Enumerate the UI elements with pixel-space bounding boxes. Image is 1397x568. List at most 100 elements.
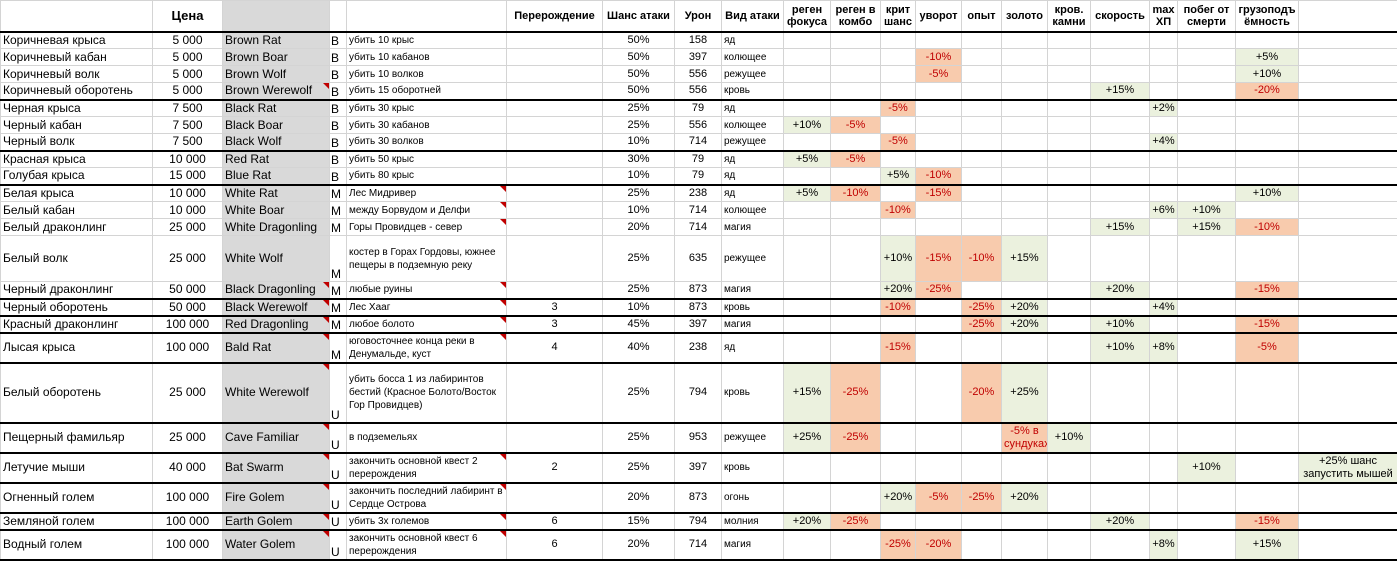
focus-regen-cell[interactable]: [783, 98, 831, 117]
extra-cell[interactable]: [1298, 98, 1397, 117]
attack-chance-cell[interactable]: 15%: [602, 511, 675, 530]
combo-regen-cell[interactable]: [830, 481, 881, 513]
rebirth-cell[interactable]: [506, 218, 603, 236]
english-name-cell[interactable]: White Wolf: [222, 235, 330, 282]
max-hp-cell[interactable]: [1149, 481, 1178, 513]
extra-cell[interactable]: [1298, 511, 1397, 530]
name-cell[interactable]: Огненный голем: [0, 481, 153, 513]
name-cell[interactable]: Черный драконлинг: [0, 281, 153, 299]
attack-chance-cell[interactable]: 50%: [602, 82, 675, 100]
dodge-cell[interactable]: [915, 314, 962, 333]
death-escape-cell[interactable]: [1177, 133, 1236, 151]
experience-cell[interactable]: [961, 149, 1002, 168]
max-hp-cell[interactable]: [1149, 116, 1178, 134]
combo-regen-cell[interactable]: [830, 65, 881, 83]
name-cell[interactable]: Коричневый волк: [0, 65, 153, 83]
english-name-cell[interactable]: Bat Swarm: [222, 451, 330, 483]
speed-cell[interactable]: +10%: [1090, 331, 1150, 363]
rarity-cell[interactable]: M: [329, 201, 347, 219]
damage-cell[interactable]: 397: [674, 48, 722, 66]
attack-chance-cell[interactable]: 10%: [602, 201, 675, 219]
attack-chance-cell[interactable]: 40%: [602, 331, 675, 363]
capacity-cell[interactable]: -10%: [1235, 218, 1299, 236]
speed-cell[interactable]: [1090, 98, 1150, 117]
blood-stones-cell[interactable]: [1047, 98, 1091, 117]
price-cell[interactable]: 50 000: [152, 281, 223, 299]
death-escape-cell[interactable]: [1177, 65, 1236, 83]
gold-cell[interactable]: [1001, 133, 1048, 151]
death-escape-cell[interactable]: [1177, 98, 1236, 117]
english-name-cell[interactable]: Brown Rat: [222, 31, 330, 49]
price-cell[interactable]: 25 000: [152, 421, 223, 453]
gold-cell[interactable]: +20%: [1001, 314, 1048, 333]
attack-chance-cell[interactable]: 10%: [602, 167, 675, 185]
name-cell[interactable]: Красная крыса: [0, 149, 153, 168]
dodge-cell[interactable]: -5%: [915, 65, 962, 83]
extra-cell[interactable]: [1298, 331, 1397, 363]
rarity-cell[interactable]: B: [329, 65, 347, 83]
attack-type-cell[interactable]: яд: [721, 31, 784, 49]
extra-cell[interactable]: [1298, 82, 1397, 100]
blood-stones-cell[interactable]: [1047, 481, 1091, 513]
dodge-cell[interactable]: [915, 98, 962, 117]
combo-regen-cell[interactable]: -10%: [830, 183, 881, 202]
combo-regen-cell[interactable]: [830, 167, 881, 185]
combo-regen-cell[interactable]: -25%: [830, 421, 881, 453]
english-name-cell[interactable]: Blue Rat: [222, 167, 330, 185]
crit-chance-cell[interactable]: -15%: [880, 331, 916, 363]
blood-stones-cell[interactable]: [1047, 133, 1091, 151]
attack-chance-cell[interactable]: 20%: [602, 528, 675, 561]
attack-chance-cell[interactable]: 20%: [602, 481, 675, 513]
blood-stones-cell[interactable]: [1047, 149, 1091, 168]
max-hp-cell[interactable]: [1149, 48, 1178, 66]
death-escape-cell[interactable]: [1177, 149, 1236, 168]
combo-regen-cell[interactable]: [830, 235, 881, 282]
condition-cell[interactable]: убить 3х големов: [346, 511, 507, 530]
combo-regen-cell[interactable]: [830, 201, 881, 219]
death-escape-cell[interactable]: [1177, 281, 1236, 299]
english-name-cell[interactable]: White Rat: [222, 183, 330, 202]
rarity-cell[interactable]: B: [329, 98, 347, 117]
speed-cell[interactable]: [1090, 297, 1150, 316]
rebirth-cell[interactable]: [506, 183, 603, 202]
english-name-cell[interactable]: Black Rat: [222, 98, 330, 117]
death-escape-cell[interactable]: [1177, 31, 1236, 49]
death-escape-cell[interactable]: [1177, 48, 1236, 66]
damage-cell[interactable]: 714: [674, 133, 722, 151]
focus-regen-cell[interactable]: [783, 297, 831, 316]
rebirth-cell[interactable]: 2: [506, 451, 603, 483]
speed-cell[interactable]: [1090, 183, 1150, 202]
max-hp-cell[interactable]: [1149, 235, 1178, 282]
english-name-cell[interactable]: Black Wolf: [222, 133, 330, 151]
extra-cell[interactable]: [1298, 235, 1397, 282]
capacity-cell[interactable]: [1235, 149, 1299, 168]
extra-cell[interactable]: [1298, 201, 1397, 219]
capacity-cell[interactable]: +15%: [1235, 528, 1299, 561]
extra-cell[interactable]: [1298, 48, 1397, 66]
combo-regen-cell[interactable]: [830, 451, 881, 483]
combo-regen-cell[interactable]: [830, 314, 881, 333]
speed-cell[interactable]: [1090, 149, 1150, 168]
focus-regen-cell[interactable]: +5%: [783, 183, 831, 202]
dodge-cell[interactable]: -15%: [915, 183, 962, 202]
blood-stones-cell[interactable]: [1047, 183, 1091, 202]
rebirth-cell[interactable]: [506, 201, 603, 219]
crit-chance-cell[interactable]: -10%: [880, 201, 916, 219]
max-hp-cell[interactable]: [1149, 167, 1178, 185]
attack-type-cell[interactable]: яд: [721, 183, 784, 202]
experience-cell[interactable]: [961, 133, 1002, 151]
experience-cell[interactable]: [961, 167, 1002, 185]
capacity-cell[interactable]: [1235, 98, 1299, 117]
damage-cell[interactable]: 238: [674, 183, 722, 202]
dodge-cell[interactable]: -10%: [915, 167, 962, 185]
gold-cell[interactable]: [1001, 528, 1048, 561]
condition-cell[interactable]: костер в Горах Гордовы, южнее пещеры в п…: [346, 235, 507, 282]
capacity-cell[interactable]: [1235, 481, 1299, 513]
blood-stones-cell[interactable]: [1047, 218, 1091, 236]
damage-cell[interactable]: 714: [674, 201, 722, 219]
speed-cell[interactable]: [1090, 421, 1150, 453]
rarity-cell[interactable]: B: [329, 116, 347, 134]
attack-type-cell[interactable]: режущее: [721, 235, 784, 282]
price-cell[interactable]: 25 000: [152, 361, 223, 423]
price-cell[interactable]: 100 000: [152, 528, 223, 561]
